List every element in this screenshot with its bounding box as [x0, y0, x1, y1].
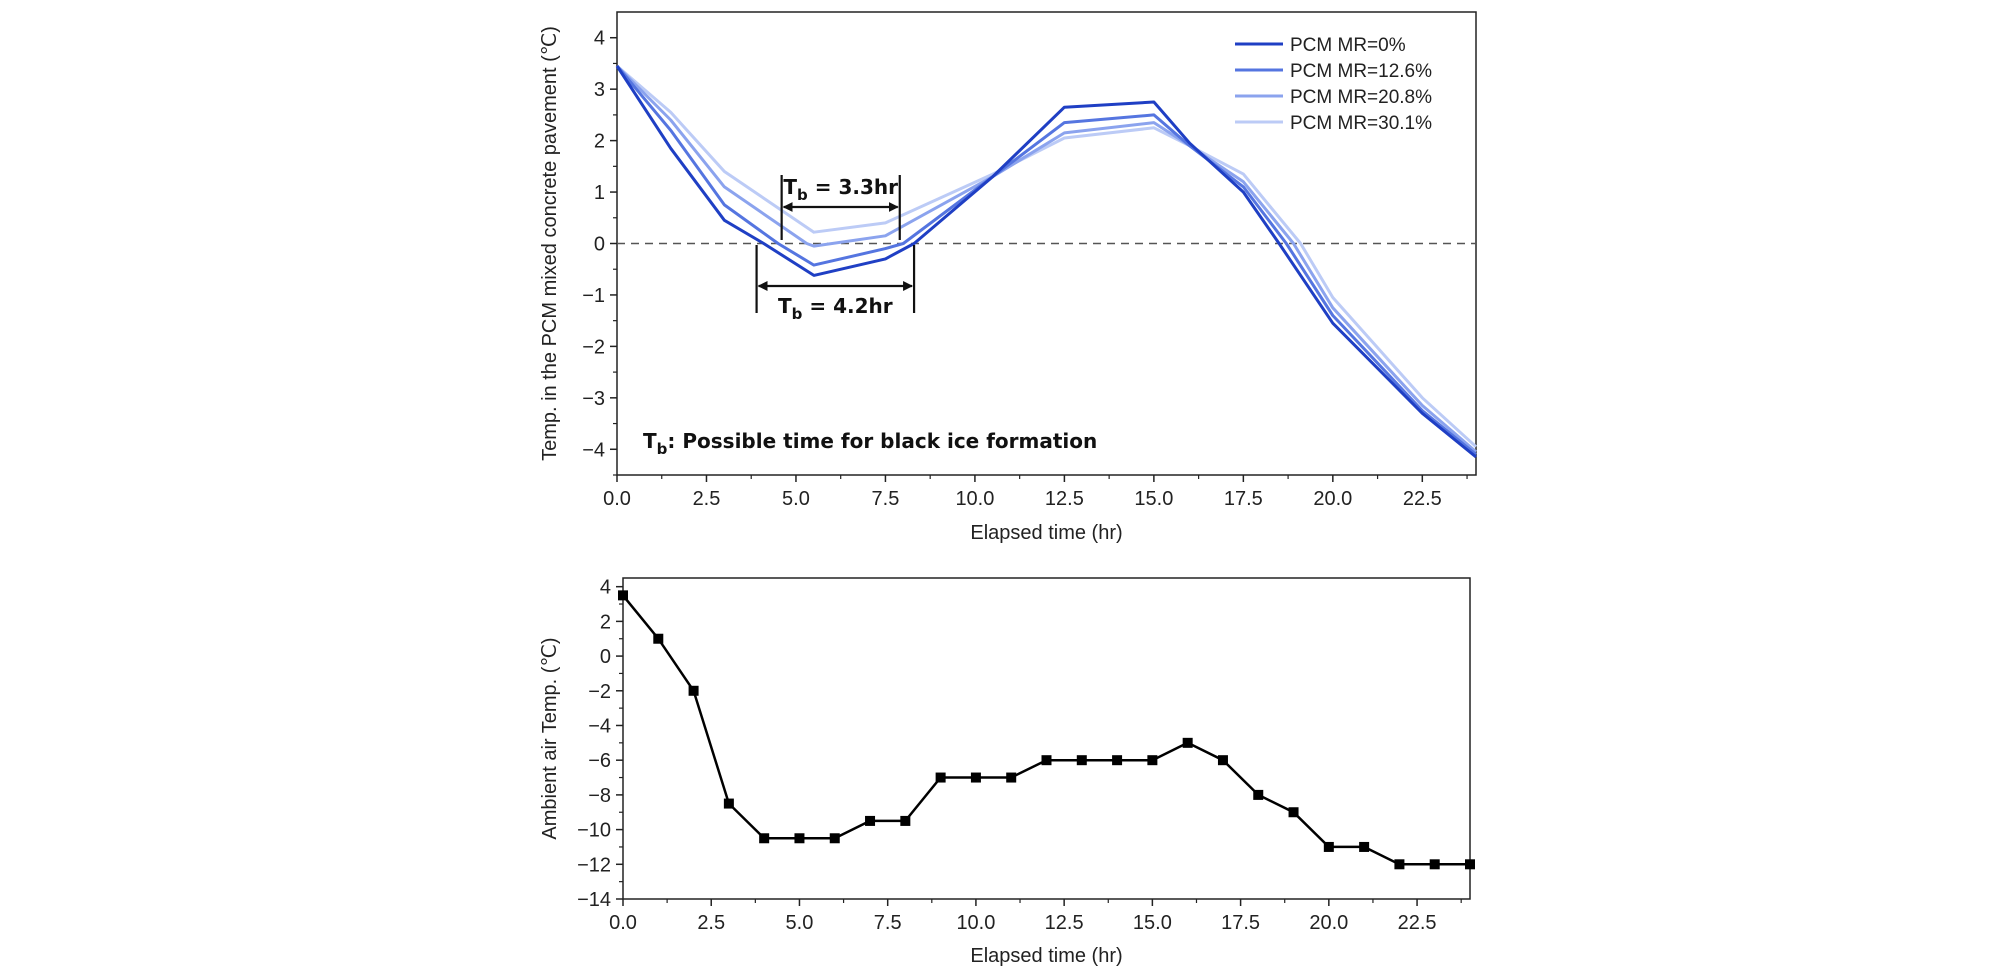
pavement-temp-chart: 0.0 2.5 5.0 7.5 10.0 12.5 15.0 17.5 20.0 22.5 4 3 2… — [539, 11, 1478, 544]
x-tick-label: 7.5 — [872, 488, 900, 510]
y-tick-label: 3 — [594, 79, 605, 101]
y-axis-label: Ambient air Temp. (℃) — [539, 637, 561, 839]
x-tick-label: 2.5 — [693, 488, 721, 510]
data-point — [1323, 841, 1334, 852]
data-point — [1359, 841, 1370, 852]
data-point — [935, 772, 946, 783]
y-tick-label: −12 — [577, 854, 611, 876]
data-point — [618, 590, 628, 601]
data-point — [1112, 755, 1123, 766]
data-point — [1429, 859, 1440, 870]
legend-label: PCM MR=20.8% — [1290, 87, 1432, 108]
x-tick-label: 7.5 — [874, 912, 902, 934]
y-tick-label: 1 — [594, 182, 605, 204]
data-point — [723, 798, 734, 809]
x-axis-label: Elapsed time (hr) — [970, 945, 1122, 967]
y-tick-label: 4 — [594, 28, 605, 50]
x-tick-label: 17.5 — [1224, 488, 1263, 510]
data-point — [1006, 772, 1017, 783]
series-line — [616, 64, 1478, 448]
y-tick-label: 2 — [600, 611, 611, 633]
data-point — [1253, 789, 1264, 800]
x-tick-label: 10.0 — [956, 912, 995, 934]
y-tick-label: −14 — [577, 889, 611, 911]
y-tick-label: −1 — [582, 285, 605, 307]
x-tick-label: 0.0 — [603, 488, 631, 510]
y-tick-label: −2 — [588, 681, 611, 703]
annotation-label: Tb = 3.3hr — [783, 175, 898, 204]
black-ice-note: Tb: Possible time for black ice formatio… — [643, 429, 1097, 458]
y-tick-label: 0 — [594, 234, 605, 256]
data-point — [865, 815, 876, 826]
data-point — [1394, 859, 1405, 870]
annotation-label: Tb = 4.2hr — [778, 294, 893, 323]
data-point — [1288, 807, 1299, 818]
x-tick-label: 22.5 — [1398, 912, 1437, 934]
y-tick-label: −4 — [588, 715, 611, 737]
data-point — [759, 833, 770, 844]
legend-label: PCM MR=12.6% — [1290, 61, 1432, 82]
y-tick-label: −3 — [582, 388, 605, 410]
y-tick-label: 0 — [600, 646, 611, 668]
series-line — [615, 65, 1477, 459]
legend-label: PCM MR=30.1% — [1290, 113, 1432, 134]
legend-label: PCM MR=0% — [1290, 35, 1406, 56]
data-point — [1217, 755, 1228, 766]
x-tick-label: 2.5 — [697, 912, 725, 934]
x-tick-label: 17.5 — [1221, 912, 1260, 934]
data-point — [794, 833, 805, 844]
x-tick-label: 5.0 — [782, 488, 810, 510]
plot-frame — [622, 577, 1471, 900]
data-point — [653, 633, 664, 644]
data-point — [688, 685, 699, 696]
y-tick-label: −10 — [577, 820, 611, 842]
data-point — [1147, 755, 1158, 766]
data-point — [970, 772, 981, 783]
y-tick-label: 2 — [594, 131, 605, 153]
x-tick-label: 0.0 — [609, 912, 637, 934]
x-tick-label: 15.0 — [1133, 912, 1172, 934]
data-point — [1076, 755, 1087, 766]
x-tick-label: 12.5 — [1045, 488, 1084, 510]
x-tick-label: 20.0 — [1309, 912, 1348, 934]
data-point — [1182, 737, 1193, 748]
series-line — [615, 64, 1477, 453]
x-tick-label: 15.0 — [1134, 488, 1173, 510]
series-line — [622, 594, 1470, 866]
data-point — [1041, 755, 1052, 766]
x-tick-label: 5.0 — [786, 912, 814, 934]
data-point — [829, 833, 840, 844]
x-tick-label: 20.0 — [1313, 488, 1352, 510]
ambient-temp-chart: 0.0 2.5 5.0 7.5 10.0 12.5 15.0 17.5 20.0 22.5 4 2 0… — [539, 577, 1475, 967]
y-tick-label: −8 — [588, 785, 611, 807]
x-tick-label: 12.5 — [1045, 912, 1084, 934]
x-tick-label: 22.5 — [1403, 488, 1442, 510]
data-point — [1465, 859, 1475, 870]
legend: PCM MR=0% PCM MR=12.6% PCM MR=20.8% PCM MR=… — [1235, 35, 1432, 134]
y-tick-label: −6 — [588, 750, 611, 772]
y-tick-label: 4 — [600, 577, 611, 599]
data-point — [900, 815, 911, 826]
series-line — [615, 65, 1477, 456]
y-axis-label: Temp. in the PCM mixed concrete pavement… — [539, 26, 561, 461]
x-tick-label: 10.0 — [955, 488, 994, 510]
x-axis-label: Elapsed time (hr) — [970, 522, 1122, 544]
y-tick-label: −2 — [582, 336, 605, 358]
y-tick-label: −4 — [582, 439, 605, 461]
